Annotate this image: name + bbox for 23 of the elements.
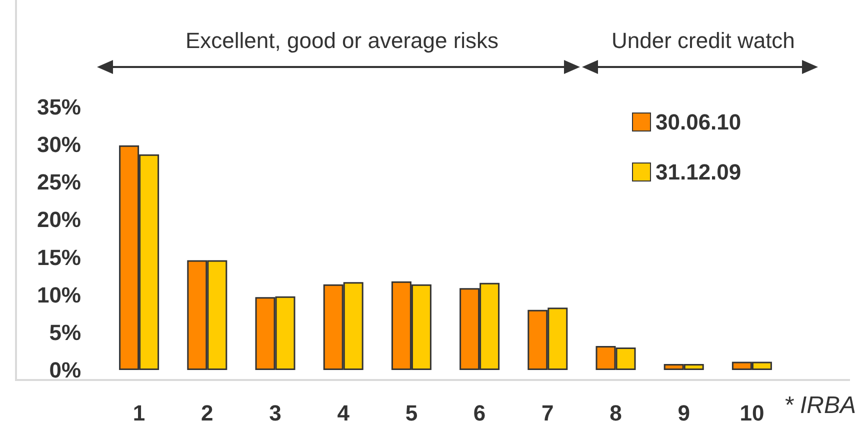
legend-label: 31.12.09: [656, 160, 742, 184]
y-tick-label: 30%: [36, 132, 81, 158]
y-tick-label: 20%: [36, 207, 81, 232]
x-tick-label: 5: [405, 400, 418, 424]
x-tick-label: 4: [337, 400, 350, 424]
x-tick-label: 2: [201, 400, 214, 424]
legend-label: 30.06.10: [656, 110, 742, 134]
y-tick-label: 0%: [49, 358, 81, 382]
x-tick-label: 6: [473, 400, 486, 424]
text: Under credit watch: [612, 28, 795, 53]
text: * IRBA: [784, 392, 856, 419]
x-tick-label: 9: [678, 400, 690, 424]
x-tick-label: 8: [610, 400, 622, 424]
y-tick-label: 10%: [36, 282, 81, 308]
y-tick-label: 35%: [36, 94, 81, 120]
y-tick-label: 25%: [36, 170, 81, 195]
x-tick-label: 7: [542, 400, 554, 424]
x-tick-label: 10: [740, 400, 764, 424]
text: Excellent, good or average risks: [186, 28, 499, 53]
y-tick-label: 15%: [36, 244, 81, 270]
y-tick-label: 5%: [49, 320, 81, 345]
x-tick-label: 1: [132, 400, 146, 424]
x-tick-label: 3: [269, 400, 282, 424]
